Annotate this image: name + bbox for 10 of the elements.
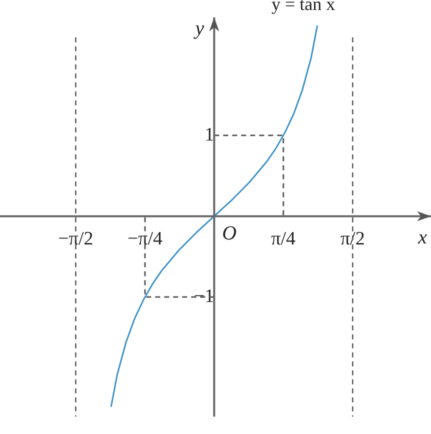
x-tick-label: −π/2	[58, 228, 94, 250]
x-tick-label: π/2	[340, 228, 365, 250]
x-tick-label: −π/4	[127, 228, 164, 250]
annotation: O	[222, 222, 237, 244]
y-axis-title: y	[193, 18, 204, 40]
y-tick-label: −1	[194, 286, 214, 307]
series-label: y = tan x	[271, 0, 336, 14]
x-tick-label: π/4	[271, 228, 296, 250]
y-tick-label: 1	[204, 124, 214, 146]
x-axis-title: x	[417, 226, 428, 248]
